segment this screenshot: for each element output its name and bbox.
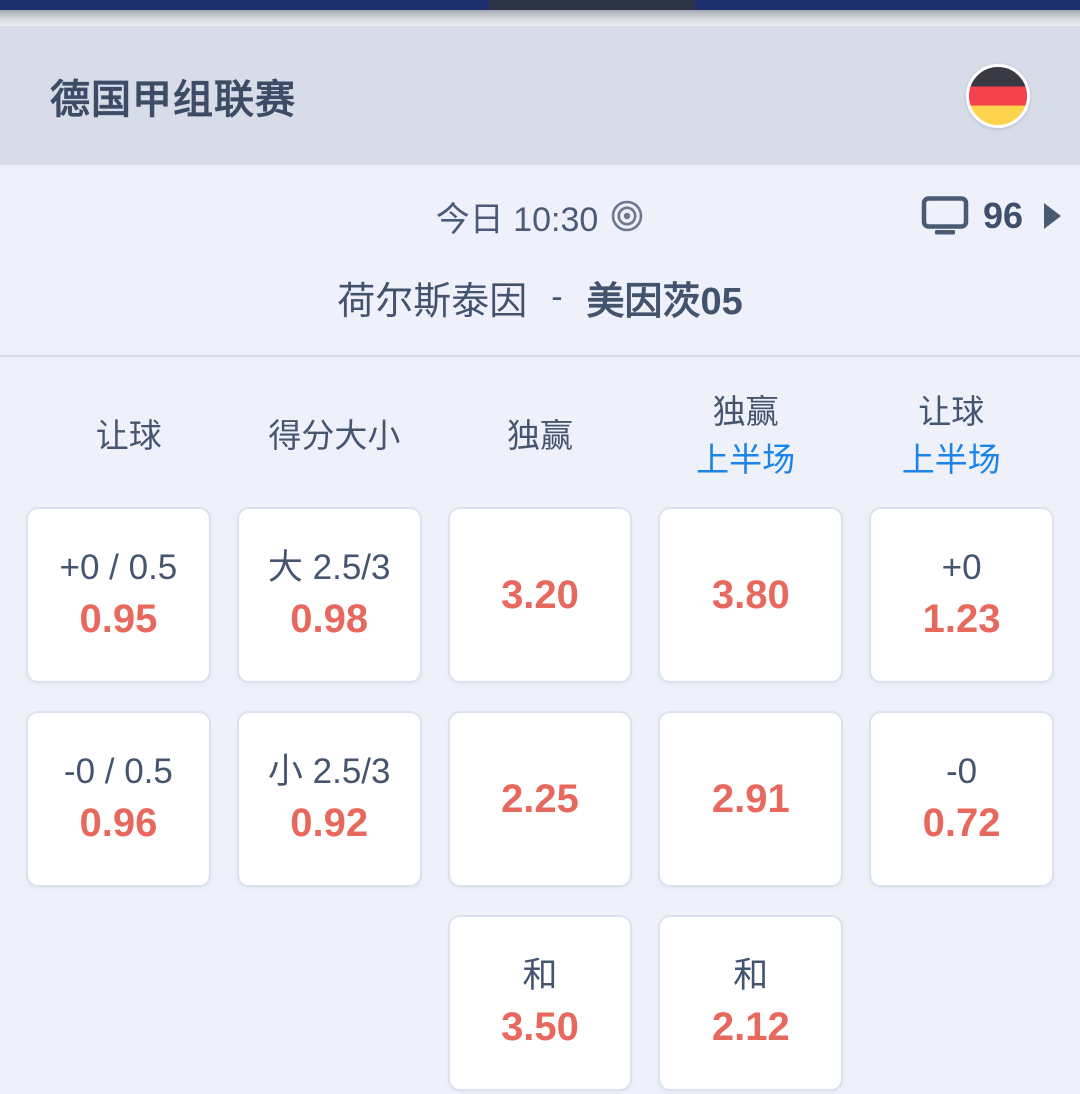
team-separator: -: [551, 277, 563, 316]
odds-line: -0: [946, 752, 978, 791]
status-bar-notch: [489, 0, 695, 10]
odds-cell-moneyline-away[interactable]: 2.25: [447, 711, 633, 887]
home-team-name: 荷尔斯泰因: [337, 280, 528, 323]
column-header-handicap-first-half: 让球 上半场: [848, 388, 1054, 484]
match-teams-row: 荷尔斯泰因 - 美因茨05: [0, 273, 1080, 323]
match-time: 今日 10:30: [435, 200, 599, 239]
odds-value: 0.96: [79, 801, 158, 845]
odds-value: 3.50: [501, 1005, 579, 1049]
header-shadow: [0, 10, 1080, 26]
odds-cell-moneyline-home[interactable]: 3.20: [447, 507, 633, 683]
odds-line: 大 2.5/3: [267, 548, 391, 587]
odds-cell-moneyline-draw[interactable]: 和 3.50: [447, 915, 633, 1091]
live-stream-button[interactable]: 96: [921, 195, 1062, 237]
odds-value: 0.95: [79, 597, 158, 641]
stream-count: 96: [982, 195, 1023, 236]
column-label: 让球: [918, 393, 985, 430]
odds-line: 小 2.5/3: [267, 752, 391, 791]
odds-cell-handicap-home[interactable]: +0 / 0.5 0.95: [26, 507, 211, 683]
odds-line: -0 / 0.5: [63, 752, 173, 791]
odds-value: 0.92: [290, 801, 369, 845]
away-team-name: 美因茨05: [586, 280, 743, 323]
tv-icon: [921, 196, 969, 235]
market-columns-header: 让球 得分大小 独赢 独赢 上半场 让球 上半场: [26, 357, 1054, 491]
column-sublabel: 上半场: [696, 441, 796, 478]
match-time-row: 今日 10:30 96: [0, 193, 1080, 239]
odds-line: 和: [733, 956, 769, 995]
odds-cell-moneyline-fh-home[interactable]: 3.80: [658, 507, 844, 683]
odds-value: 0.98: [290, 597, 369, 641]
odds-cell-under[interactable]: 小 2.5/3 0.92: [236, 711, 422, 887]
odds-line: +0 / 0.5: [59, 548, 178, 587]
odds-cell-handicap-away[interactable]: -0 / 0.5 0.96: [26, 711, 211, 887]
column-label: 独赢: [712, 393, 779, 430]
odds-cell-over[interactable]: 大 2.5/3 0.98: [236, 507, 422, 683]
column-header-total-points: 得分大小: [232, 412, 438, 460]
odds-cell-moneyline-fh-draw[interactable]: 和 2.12: [658, 915, 844, 1091]
odds-value: 2.12: [711, 1005, 790, 1049]
column-header-moneyline: 独赢: [437, 412, 643, 460]
odds-line: +0: [941, 548, 982, 587]
status-bar: [0, 0, 1080, 10]
odds-value: 1.23: [922, 597, 1001, 641]
odds-value: 3.20: [501, 573, 579, 617]
odds-cell-moneyline-fh-away[interactable]: 2.91: [658, 711, 844, 887]
odds-cell-handicap-fh-home[interactable]: +0 1.23: [869, 507, 1054, 683]
column-header-handicap: 让球: [26, 412, 232, 460]
odds-line: 和: [522, 956, 558, 995]
divider: [0, 355, 1080, 357]
odds-value: 3.80: [711, 573, 790, 617]
bullseye-target-icon: [611, 200, 643, 232]
odds-grid: +0 / 0.5 0.95 大 2.5/3 0.98 3.20 3.80 +0 …: [26, 507, 1054, 1091]
column-sublabel: 上半场: [901, 441, 1001, 478]
odds-value: 0.72: [922, 801, 1001, 845]
column-label: 独赢: [506, 417, 573, 454]
column-label: 得分大小: [268, 417, 401, 454]
league-header: 德国甲组联赛: [0, 26, 1080, 165]
odds-value: 2.25: [501, 777, 579, 821]
column-header-moneyline-first-half: 独赢 上半场: [643, 388, 849, 484]
odds-cell-handicap-fh-away[interactable]: -0 0.72: [869, 711, 1054, 887]
league-title: 德国甲组联赛: [50, 77, 296, 122]
germany-flag-icon: [966, 63, 1030, 128]
column-label: 让球: [95, 417, 162, 454]
odds-value: 2.91: [711, 777, 790, 821]
arrow-right-icon: [1044, 203, 1061, 229]
